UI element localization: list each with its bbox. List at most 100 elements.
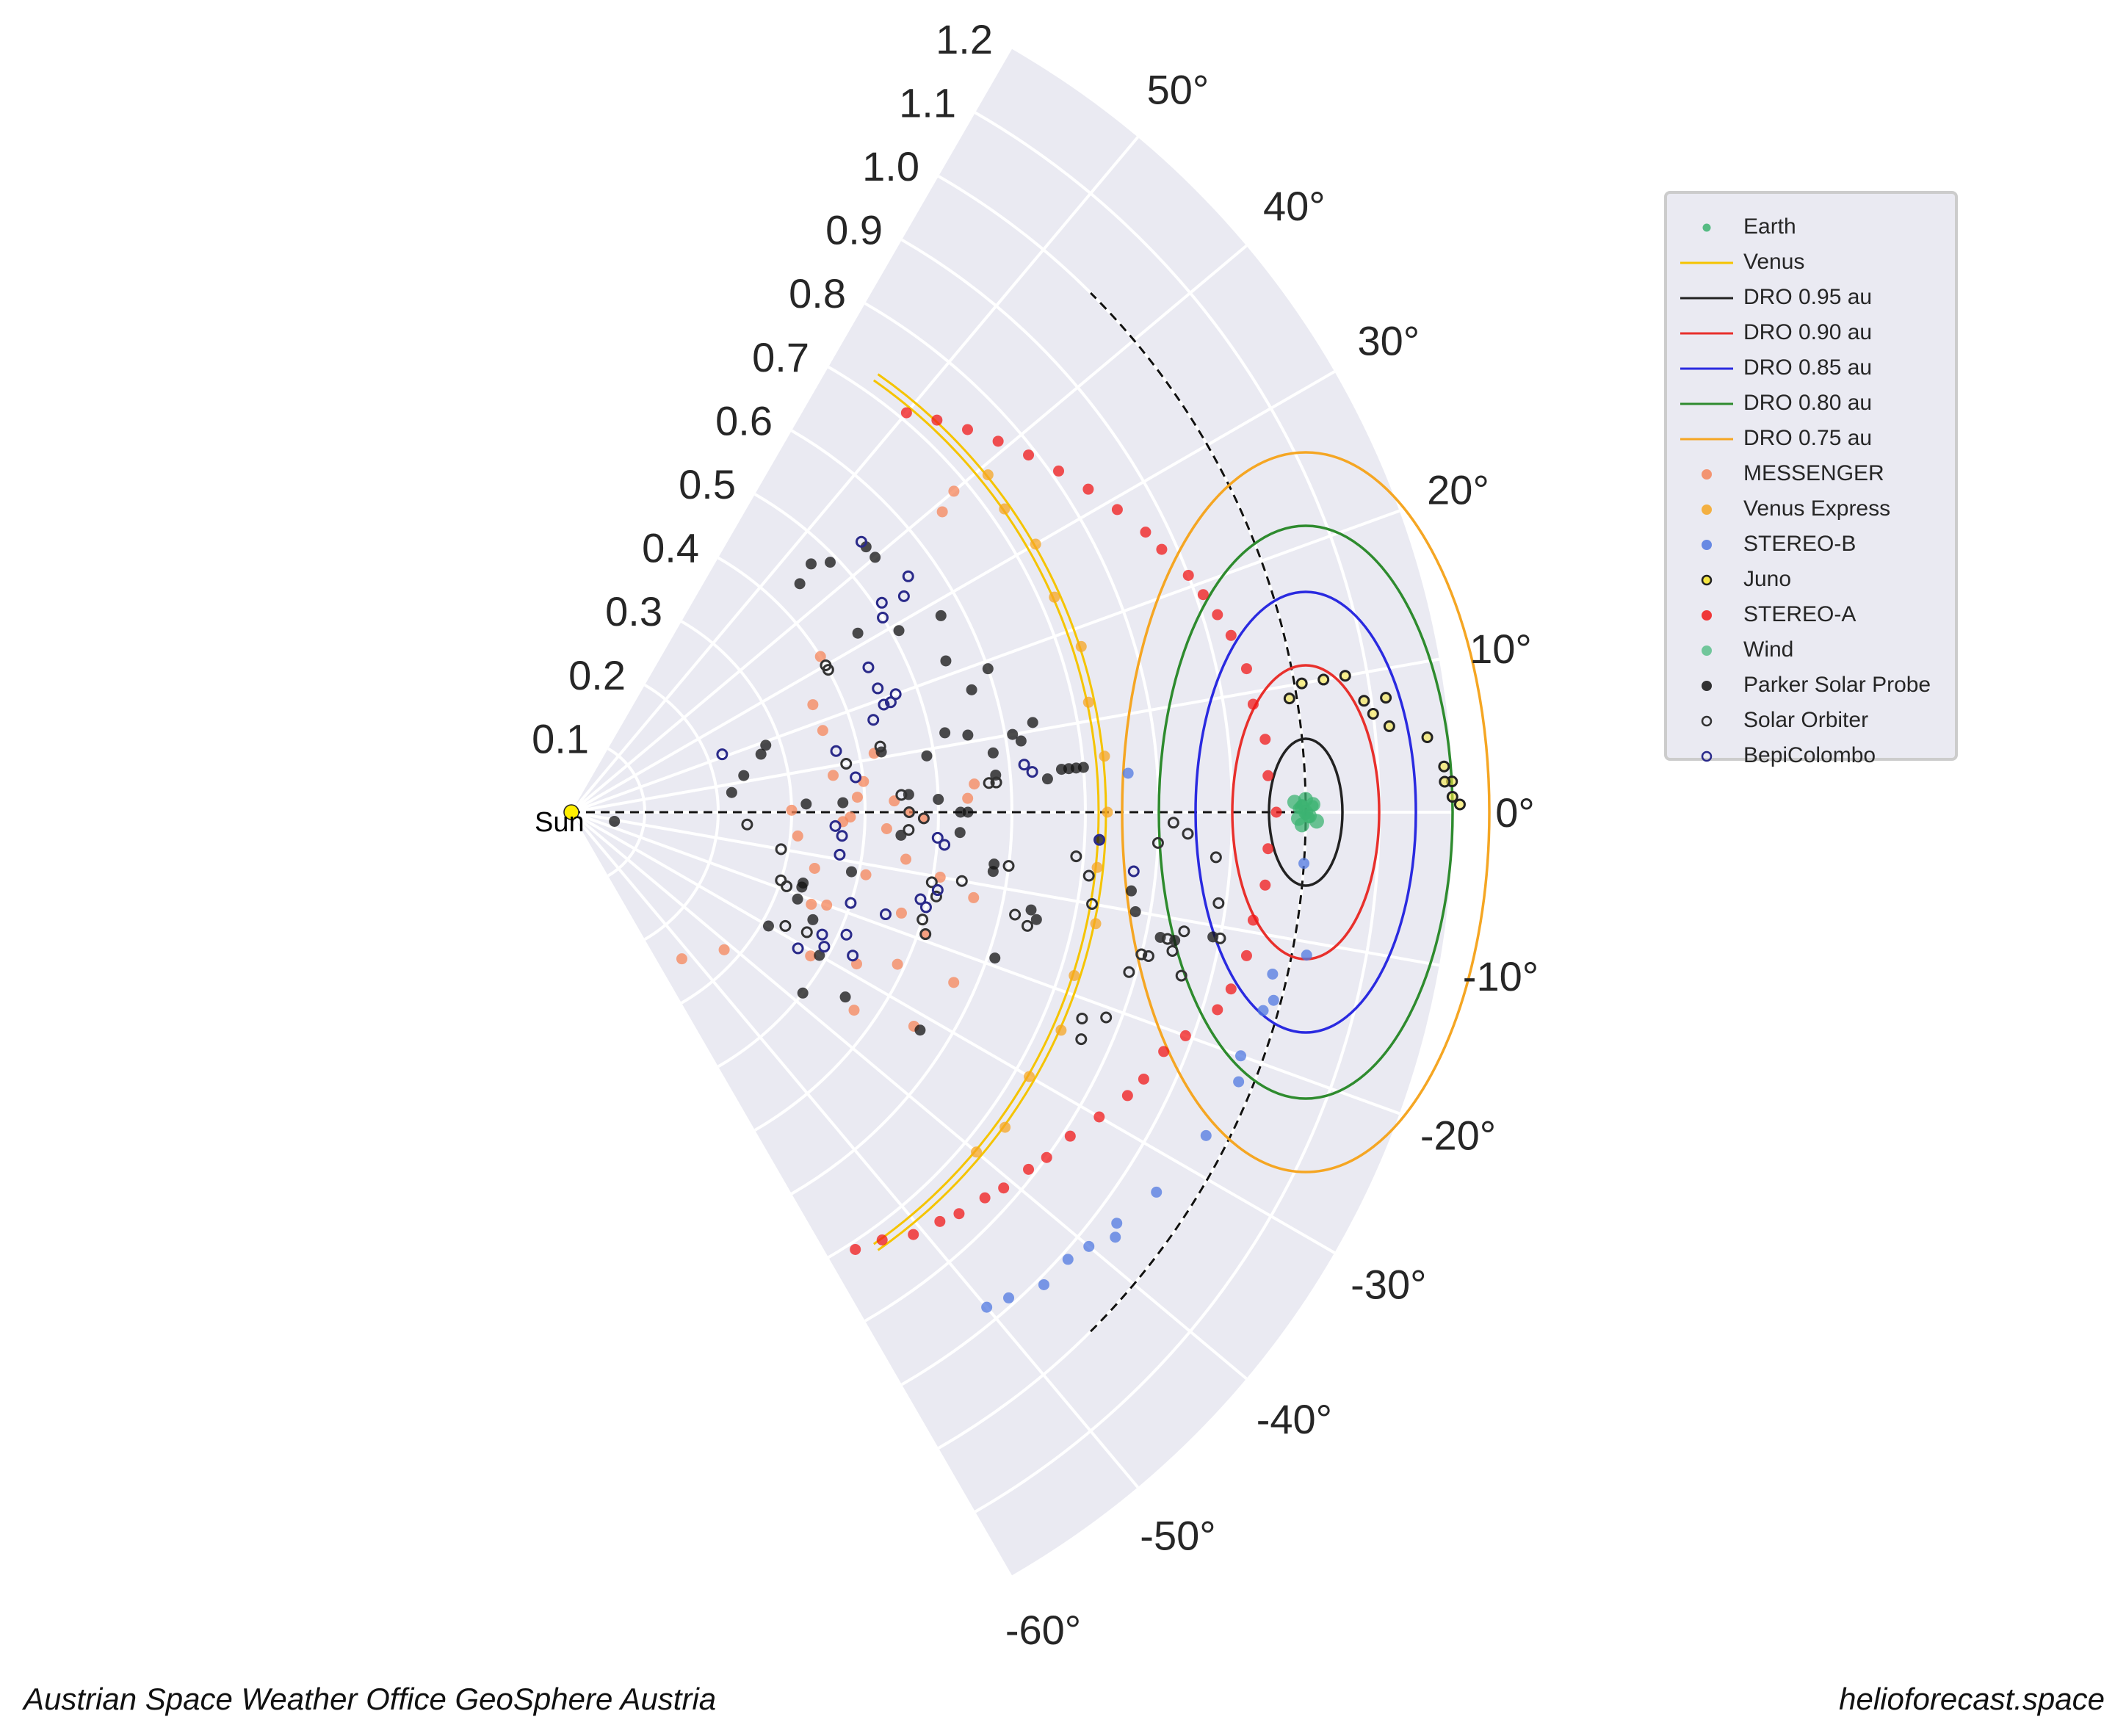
theta-tick-label: -60° (1005, 1607, 1081, 1653)
messenger-point (807, 699, 819, 711)
bepicolombo-point (1018, 759, 1030, 771)
stereo-a-point (1240, 663, 1252, 675)
dro-orbit-095 (1268, 737, 1344, 887)
r-tick-label: 0.4 (642, 525, 699, 571)
legend-label: Juno (1743, 567, 1792, 591)
solar-orbiter-point (1152, 836, 1164, 849)
parker-solar-probe-point (962, 729, 974, 741)
theta-tick-label: 50° (1147, 67, 1210, 113)
legend-marker (1680, 402, 1733, 405)
bepicolombo-point (875, 596, 888, 609)
stereo-b-point (1200, 1129, 1212, 1141)
parker-solar-probe-point (807, 914, 819, 925)
messenger-point (948, 977, 960, 988)
stereo-a-point (1082, 483, 1094, 495)
legend-item: Juno (1667, 563, 1955, 598)
legend-marker (1680, 438, 1733, 441)
legend-item: DRO 0.80 au (1667, 386, 1955, 422)
footer-left: Austrian Space Weather Office GeoSphere … (24, 1682, 717, 1716)
stereo-a-point (1225, 983, 1237, 995)
solar-orbiter-point (840, 758, 853, 770)
solar-orbiter-point (1100, 1011, 1113, 1024)
legend-item: DRO 0.90 au (1667, 316, 1955, 351)
bepicolombo-point (1127, 865, 1140, 878)
dro-orbit-080 (1157, 524, 1454, 1100)
messenger-point (900, 853, 912, 865)
r-tick-label: 1.2 (936, 16, 993, 62)
juno-point (1283, 692, 1295, 705)
messenger-point (805, 950, 817, 962)
venus-express-point (999, 503, 1010, 515)
stereo-b-point (1062, 1254, 1074, 1265)
bepicolombo-point (836, 830, 848, 842)
stereo-a-point (850, 1243, 861, 1255)
venus-express-point (1024, 1071, 1035, 1082)
parker-solar-probe-point (1030, 914, 1042, 925)
stereo-a-point (1093, 1111, 1105, 1123)
bepicolombo-point (818, 941, 831, 953)
parker-solar-probe-point (921, 750, 933, 762)
r-tick-label: 0.5 (679, 461, 736, 507)
parker-solar-probe-point (609, 815, 621, 827)
juno-point (1439, 775, 1451, 788)
solar-orbiter-point (741, 818, 753, 831)
stereo-b-point (1038, 1279, 1049, 1290)
parker-solar-probe-point (755, 748, 767, 760)
solar-orbiter-point (990, 776, 1002, 789)
stereo-a-point (1259, 879, 1271, 891)
stereo-b-point (1233, 1076, 1245, 1088)
theta-tick-label: -10° (1463, 953, 1539, 999)
juno-point (1383, 720, 1395, 732)
parker-solar-probe-point (982, 663, 994, 675)
sun-marker (563, 804, 579, 820)
parker-solar-probe-point (1007, 728, 1019, 740)
bepicolombo-point (792, 942, 804, 955)
legend-item: Venus Express (1667, 492, 1955, 527)
solar-orbiter-point (1002, 860, 1015, 872)
bepicolombo-point (840, 928, 853, 941)
bepicolombo-point (877, 612, 889, 624)
legend-marker (1680, 261, 1733, 264)
venus-express-point (1075, 640, 1087, 652)
stereo-b-point (1111, 1218, 1123, 1229)
stereo-a-point (1064, 1130, 1076, 1142)
r-tick-label: 0.2 (568, 652, 626, 698)
stereo-b-point (981, 1301, 993, 1313)
parker-solar-probe-point (760, 739, 772, 751)
legend-marker (1702, 681, 1712, 691)
parker-solar-probe-point (824, 557, 836, 568)
stereo-b-point (1267, 968, 1279, 980)
messenger-point (936, 506, 948, 518)
messenger-point (860, 869, 872, 880)
bepicolombo-point (867, 714, 880, 726)
legend-label: DRO 0.95 au (1743, 285, 1873, 309)
solar-orbiter-point (917, 812, 930, 825)
bepicolombo-point (829, 820, 842, 832)
juno-point (1317, 673, 1330, 686)
legend-label: Solar Orbiter (1743, 708, 1869, 732)
venus-express-point (1090, 918, 1102, 930)
theta-tick-label: 0° (1495, 789, 1535, 836)
bepicolombo-point (872, 682, 884, 695)
solar-orbiter-point (775, 843, 787, 856)
messenger-point (851, 792, 863, 803)
grid-radial-line (571, 811, 1400, 1115)
legend-label: STEREO-A (1743, 602, 1856, 626)
stereo-a-point (1270, 806, 1282, 818)
solar-orbiter-point (1082, 869, 1095, 882)
solar-orbiter-point (983, 777, 995, 789)
stereo-a-point (1140, 527, 1152, 538)
messenger-point (895, 907, 907, 919)
stereo-a-point (1023, 449, 1035, 461)
parker-solar-probe-point (940, 655, 952, 667)
parker-solar-probe-point (762, 920, 774, 932)
parker-solar-probe-point (726, 786, 737, 798)
parker-solar-probe-point (796, 881, 808, 893)
bepicolombo-point (716, 748, 728, 761)
legend-item: DRO 0.75 au (1667, 422, 1955, 457)
stereo-a-point (992, 435, 1004, 447)
messenger-point (792, 830, 803, 842)
stereo-a-point (1023, 1163, 1035, 1175)
juno-point (1295, 677, 1308, 690)
parker-solar-probe-point (1129, 905, 1141, 917)
